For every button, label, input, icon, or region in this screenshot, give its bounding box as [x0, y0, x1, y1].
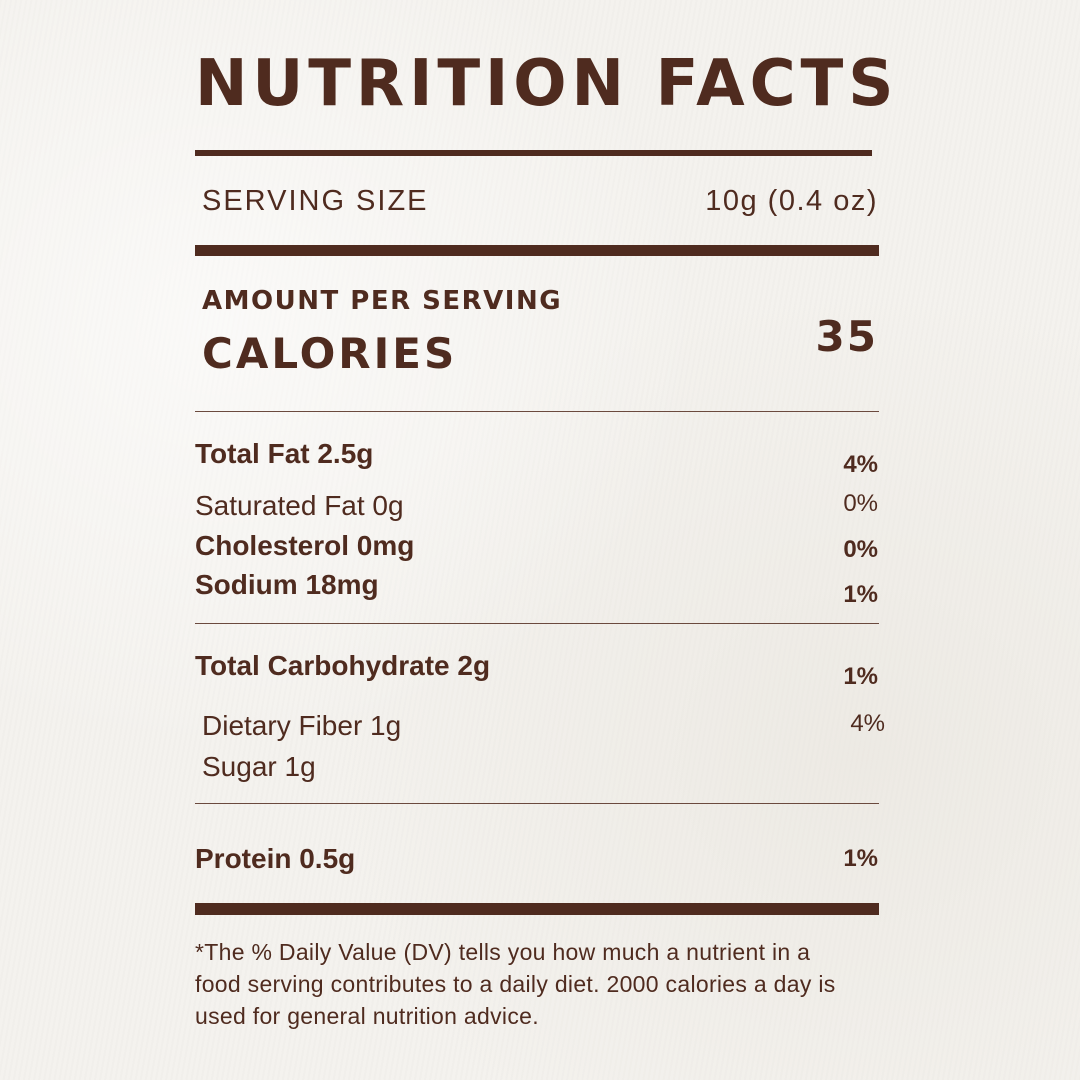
dv-total-fat: 4% [843, 451, 878, 478]
divider-thin-1 [195, 411, 879, 412]
amount-per-serving-heading: AMOUNT PER SERVING [202, 286, 563, 316]
divider-top [195, 150, 872, 156]
nutrient-sodium: Sodium 18mg [195, 569, 379, 600]
calories-label: CALORIES [202, 329, 458, 378]
dv-protein: 1% [843, 845, 878, 872]
serving-size-value: 10g (0.4 oz) [705, 185, 878, 217]
divider-thick-2 [195, 903, 879, 915]
nutrient-dietary-fiber: Dietary Fiber 1g [202, 710, 402, 741]
divider-thin-2 [195, 623, 879, 624]
nutrient-saturated-fat: Saturated Fat 0g [195, 490, 404, 521]
label-title: NUTRITION FACTS [195, 47, 899, 121]
calories-value: 35 [815, 312, 878, 361]
dv-saturated-fat: 0% [843, 490, 878, 517]
nutrient-sugar: Sugar 1g [202, 751, 316, 782]
nutrient-cholesterol: Cholesterol 0mg [195, 530, 415, 561]
dv-sodium: 1% [843, 581, 878, 608]
daily-value-footnote: *The % Daily Value (DV) tells you how mu… [195, 939, 836, 1029]
divider-thick-1 [195, 245, 879, 256]
nutrient-protein: Protein 0.5g [195, 843, 356, 874]
nutrient-total-carbohydrate: Total Carbohydrate 2g [195, 650, 491, 681]
serving-size-label: SERVING SIZE [202, 185, 429, 217]
dv-total-carbohydrate: 1% [843, 663, 878, 690]
dv-cholesterol: 0% [843, 536, 878, 563]
nutrient-total-fat: Total Fat 2.5g [195, 438, 374, 469]
divider-thin-3 [195, 803, 879, 804]
dv-dietary-fiber: 4% [850, 710, 885, 737]
